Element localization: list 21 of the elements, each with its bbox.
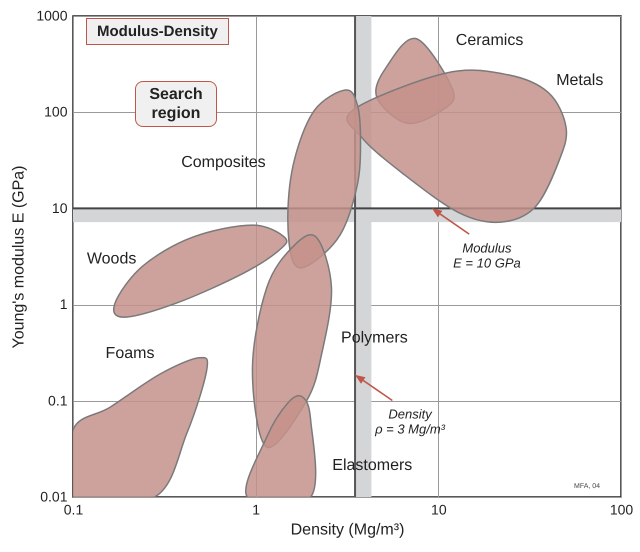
x-axis-title: Density (Mg/m³)	[290, 522, 404, 538]
y-axis-title: Young's modulus E (GPa)	[10, 165, 28, 349]
x-tick-label: 1	[252, 502, 260, 518]
series-label: Composites	[181, 154, 266, 172]
x-tick-label: 10	[431, 502, 447, 518]
series-label: Woods	[86, 250, 136, 268]
annotation: Search region	[135, 81, 217, 127]
y-tick-label: 0.1	[48, 392, 68, 408]
y-tick-label: 0.01	[40, 488, 68, 504]
ref-line-label: Density ρ = 3 Mg/m³	[374, 406, 446, 437]
y-tick-label: 1	[60, 296, 68, 312]
series-label: Ceramics	[456, 32, 524, 49]
annotation: Modulus-Density	[86, 18, 229, 45]
ref-line-label: Modulus E = 10 GPa	[453, 240, 521, 270]
y-tick-label: 1000	[36, 8, 68, 24]
y-tick-label: 10	[52, 200, 68, 216]
y-tick-label: 100	[44, 104, 68, 120]
x-tick-label: 100	[610, 502, 634, 518]
x-tick-label: 0.1	[64, 502, 84, 518]
series-label: Metals	[556, 72, 604, 90]
series-label: Foams	[106, 344, 154, 362]
